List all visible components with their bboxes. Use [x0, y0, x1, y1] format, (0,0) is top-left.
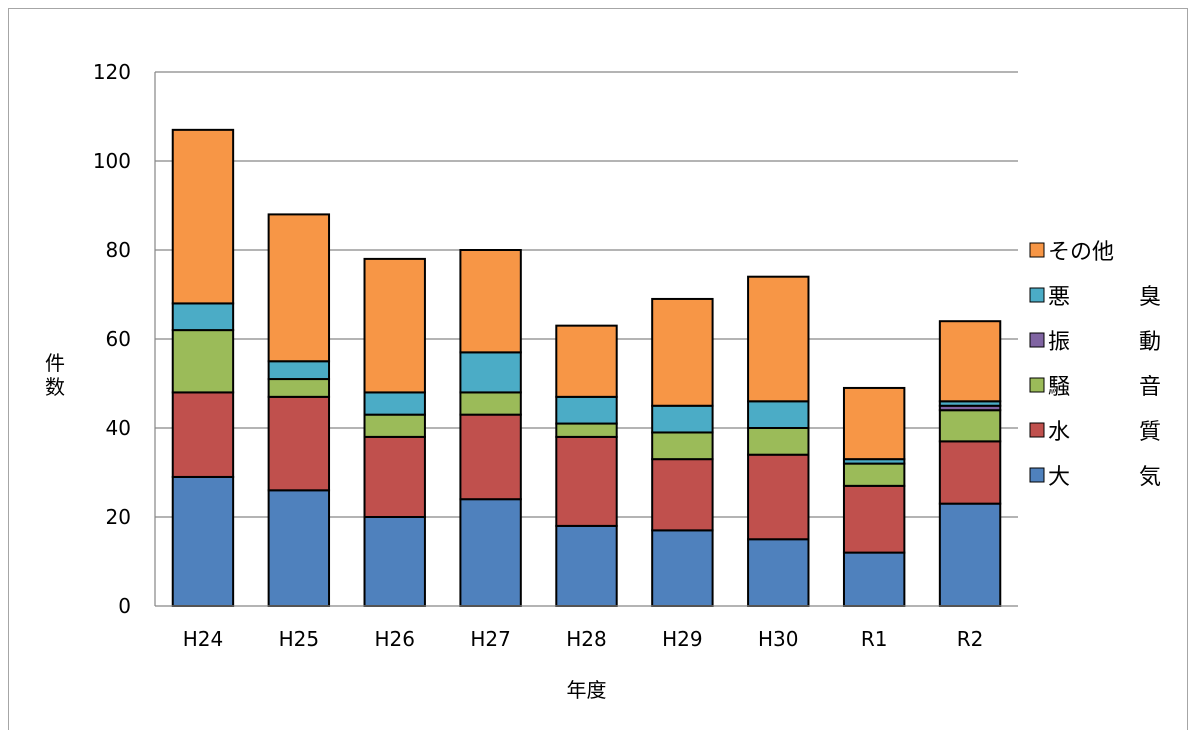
legend-swatch [1029, 422, 1045, 438]
x-tick-labels: H24 H25 H26 H27 H28 H29 H30 R1 R2 [183, 627, 984, 651]
legend-label: 騒 音 [1048, 375, 1161, 400]
bar-segment [651, 431, 714, 461]
legend-swatch [1029, 287, 1045, 303]
bar-segment [651, 404, 714, 434]
bar-segment [938, 502, 1002, 607]
bar-segment [171, 302, 235, 332]
bar-segment [747, 538, 810, 607]
bar-segment [651, 297, 714, 407]
legend-swatch [1029, 377, 1045, 393]
y-tick-label: 60 [106, 327, 131, 351]
bar-segment [555, 324, 618, 398]
legend-label: 振 動 [1048, 330, 1161, 355]
bar-segment [171, 128, 235, 305]
x-tick-label: H27 [470, 627, 511, 651]
bar-segment [938, 320, 1002, 403]
bar-segment [363, 516, 426, 607]
x-tick-label: H25 [279, 627, 320, 651]
y-tick-label: 80 [106, 238, 131, 262]
bar-segment [555, 422, 618, 438]
bar-segment [459, 249, 522, 354]
y-axis-title-line-1: 件 [45, 351, 65, 375]
bar-segment [171, 475, 235, 608]
legend-label: 悪 臭 [1048, 285, 1161, 310]
bar-segment [171, 329, 235, 394]
legend-swatch [1029, 332, 1045, 348]
y-tick-labels: 0 20 40 60 80 100 120 [93, 60, 131, 618]
bar-segment [842, 386, 906, 461]
y-tick-label: 20 [106, 505, 131, 529]
bar-segment [555, 395, 618, 425]
bar-segment [171, 391, 235, 478]
bar-segment [938, 440, 1002, 505]
y-tick-label: 120 [93, 60, 131, 84]
y-axis-title-line-2: 数 [45, 375, 65, 399]
x-tick-label: R2 [957, 627, 984, 651]
legend-swatch [1029, 242, 1045, 258]
bar-segment [267, 395, 331, 492]
bar-segment [842, 462, 906, 487]
bar-segment [747, 275, 810, 403]
bar-segment [267, 378, 331, 398]
bar-segment [363, 435, 426, 518]
bar-segment [747, 400, 810, 429]
bar-segment [651, 458, 714, 532]
bar-segment [459, 498, 522, 608]
bar-segment [651, 529, 714, 607]
legend-swatch [1029, 467, 1045, 483]
bar-segment [267, 213, 331, 363]
bars [171, 128, 1002, 608]
bar-segment [842, 484, 906, 554]
bar-segment [555, 435, 618, 527]
x-axis-title: 年度 [567, 678, 607, 702]
bar-segment [267, 360, 331, 381]
bar-segment [459, 391, 522, 416]
x-tick-label: H29 [662, 627, 703, 651]
bar-segment [363, 391, 426, 416]
legend-label: 水 質 [1048, 420, 1161, 445]
bar-segment [459, 413, 522, 501]
legend-label: 大 気 [1048, 465, 1161, 490]
bar-segment [267, 489, 331, 607]
y-tick-label: 0 [118, 594, 131, 618]
bar-segment [938, 409, 1002, 443]
x-tick-label: R1 [861, 627, 888, 651]
y-tick-label: 100 [93, 149, 131, 173]
bar-segment [363, 413, 426, 438]
y-tick-label: 40 [106, 416, 131, 440]
x-tick-label: H26 [374, 627, 415, 651]
x-tick-label: H24 [183, 627, 224, 651]
legend-label: その他 [1048, 240, 1114, 265]
bar-segment [555, 524, 618, 608]
bar-segment [363, 257, 426, 394]
bar-segment [842, 551, 906, 607]
bar-segment [459, 351, 522, 394]
x-tick-label: H30 [758, 627, 799, 651]
axes [154, 72, 1018, 607]
bar-segment [747, 427, 810, 456]
bar-segment [747, 453, 810, 541]
x-tick-label: H28 [566, 627, 607, 651]
